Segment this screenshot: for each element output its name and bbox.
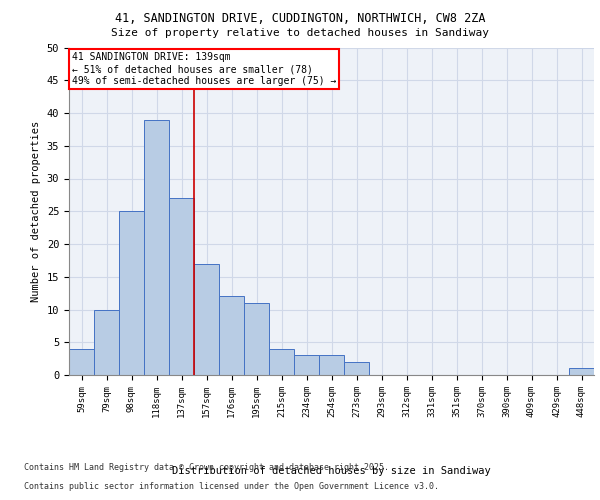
Bar (319, 356, 344, 375)
Bar (269, 349, 294, 375)
Bar (244, 303, 269, 375)
Text: 41, SANDINGTON DRIVE, CUDDINGTON, NORTHWICH, CW8 2ZA: 41, SANDINGTON DRIVE, CUDDINGTON, NORTHW… (115, 12, 485, 26)
Bar (344, 362, 369, 375)
Text: Contains public sector information licensed under the Open Government Licence v3: Contains public sector information licen… (24, 482, 439, 491)
Bar (294, 356, 319, 375)
Text: Size of property relative to detached houses in Sandiway: Size of property relative to detached ho… (111, 28, 489, 38)
Bar (194, 264, 219, 375)
X-axis label: Distribution of detached houses by size in Sandiway: Distribution of detached houses by size … (172, 466, 491, 475)
Text: Contains HM Land Registry data © Crown copyright and database right 2025.: Contains HM Land Registry data © Crown c… (24, 464, 389, 472)
Bar (119, 211, 144, 375)
Bar (569, 368, 594, 375)
Text: 41 SANDINGTON DRIVE: 139sqm
← 51% of detached houses are smaller (78)
49% of sem: 41 SANDINGTON DRIVE: 139sqm ← 51% of det… (71, 52, 336, 86)
Bar (94, 310, 119, 375)
Y-axis label: Number of detached properties: Number of detached properties (31, 120, 41, 302)
Bar (169, 198, 194, 375)
Bar (219, 296, 244, 375)
Bar (144, 120, 169, 375)
Bar (69, 349, 94, 375)
